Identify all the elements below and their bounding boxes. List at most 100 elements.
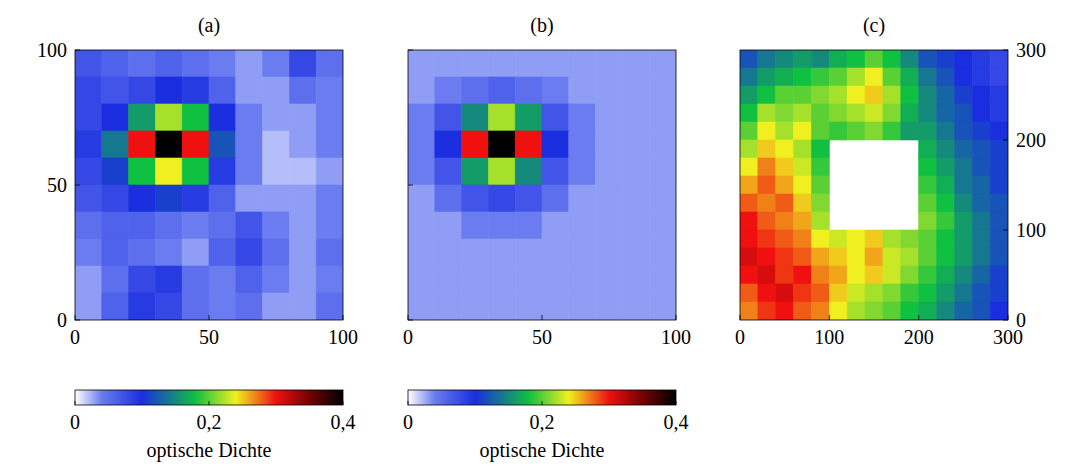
cell bbox=[865, 68, 883, 86]
cell bbox=[794, 122, 812, 140]
cell bbox=[102, 293, 129, 320]
cell bbox=[316, 293, 343, 320]
cell bbox=[758, 104, 776, 122]
cell bbox=[972, 212, 990, 230]
cell bbox=[883, 284, 901, 302]
cell bbox=[972, 284, 990, 302]
cell bbox=[811, 176, 829, 194]
cell bbox=[829, 50, 847, 68]
cell bbox=[937, 68, 955, 86]
cell bbox=[954, 302, 972, 320]
cell bbox=[865, 266, 883, 284]
cell bbox=[990, 284, 1008, 302]
cell bbox=[811, 212, 829, 230]
cell bbox=[488, 131, 515, 158]
cell bbox=[811, 248, 829, 266]
cell bbox=[829, 302, 847, 320]
cell bbox=[794, 104, 812, 122]
cell bbox=[776, 230, 794, 248]
cell bbox=[758, 266, 776, 284]
cell bbox=[129, 104, 156, 131]
cell bbox=[462, 131, 489, 158]
cell bbox=[829, 230, 847, 248]
cell bbox=[209, 239, 236, 266]
figure: (a)05010005010000,20,4optische Dichte(b)… bbox=[0, 0, 1073, 476]
cell bbox=[569, 131, 596, 158]
cell bbox=[488, 293, 515, 320]
y-tick bbox=[75, 185, 80, 186]
cell bbox=[155, 212, 182, 239]
x-tick-label: 100 bbox=[814, 326, 844, 348]
x-tick bbox=[75, 315, 76, 320]
cell bbox=[569, 212, 596, 239]
cell bbox=[236, 239, 263, 266]
y-tick bbox=[75, 320, 80, 321]
cell bbox=[209, 212, 236, 239]
cell bbox=[847, 302, 865, 320]
cell bbox=[990, 194, 1008, 212]
cell bbox=[155, 131, 182, 158]
cell bbox=[408, 293, 435, 320]
cell bbox=[515, 131, 542, 158]
cell bbox=[408, 158, 435, 185]
cell bbox=[435, 104, 462, 131]
colorbar-tick-label: 0,4 bbox=[664, 411, 689, 433]
cell bbox=[408, 266, 435, 293]
cell bbox=[182, 266, 209, 293]
cell bbox=[155, 185, 182, 212]
cell bbox=[155, 266, 182, 293]
cell bbox=[596, 104, 623, 131]
cell bbox=[919, 86, 937, 104]
cell bbox=[937, 302, 955, 320]
cell bbox=[954, 266, 972, 284]
cell bbox=[758, 86, 776, 104]
colorbar-label: optische Dichte bbox=[480, 439, 605, 462]
cell bbox=[488, 239, 515, 266]
colorbar-tick-label: 0,4 bbox=[331, 411, 356, 433]
cell bbox=[865, 284, 883, 302]
cell bbox=[811, 86, 829, 104]
cell bbox=[811, 230, 829, 248]
colorbar-tick bbox=[75, 401, 76, 405]
cell bbox=[972, 194, 990, 212]
cell bbox=[740, 158, 758, 176]
cell bbox=[972, 86, 990, 104]
cell bbox=[102, 131, 129, 158]
cell bbox=[408, 77, 435, 104]
cell bbox=[954, 176, 972, 194]
cell bbox=[263, 77, 290, 104]
cell bbox=[236, 266, 263, 293]
cell bbox=[488, 158, 515, 185]
cell bbox=[488, 266, 515, 293]
cell bbox=[462, 293, 489, 320]
cell bbox=[263, 212, 290, 239]
cell bbox=[758, 140, 776, 158]
cell bbox=[236, 104, 263, 131]
cell bbox=[75, 212, 102, 239]
cell bbox=[972, 158, 990, 176]
cell bbox=[408, 212, 435, 239]
cell bbox=[794, 248, 812, 266]
cell bbox=[316, 212, 343, 239]
cell bbox=[263, 239, 290, 266]
cell bbox=[954, 158, 972, 176]
cell bbox=[316, 50, 343, 77]
cell bbox=[129, 185, 156, 212]
cell bbox=[794, 194, 812, 212]
cell bbox=[937, 122, 955, 140]
cell bbox=[990, 140, 1008, 158]
cell bbox=[954, 104, 972, 122]
cell bbox=[794, 266, 812, 284]
cell bbox=[408, 50, 435, 77]
cell bbox=[622, 158, 649, 185]
cell bbox=[740, 248, 758, 266]
cell bbox=[569, 185, 596, 212]
x-tick bbox=[676, 315, 677, 320]
cell bbox=[289, 212, 316, 239]
cell bbox=[649, 212, 676, 239]
cell bbox=[236, 185, 263, 212]
frame bbox=[75, 50, 343, 320]
cell bbox=[901, 68, 919, 86]
cell bbox=[954, 50, 972, 68]
cell bbox=[776, 266, 794, 284]
